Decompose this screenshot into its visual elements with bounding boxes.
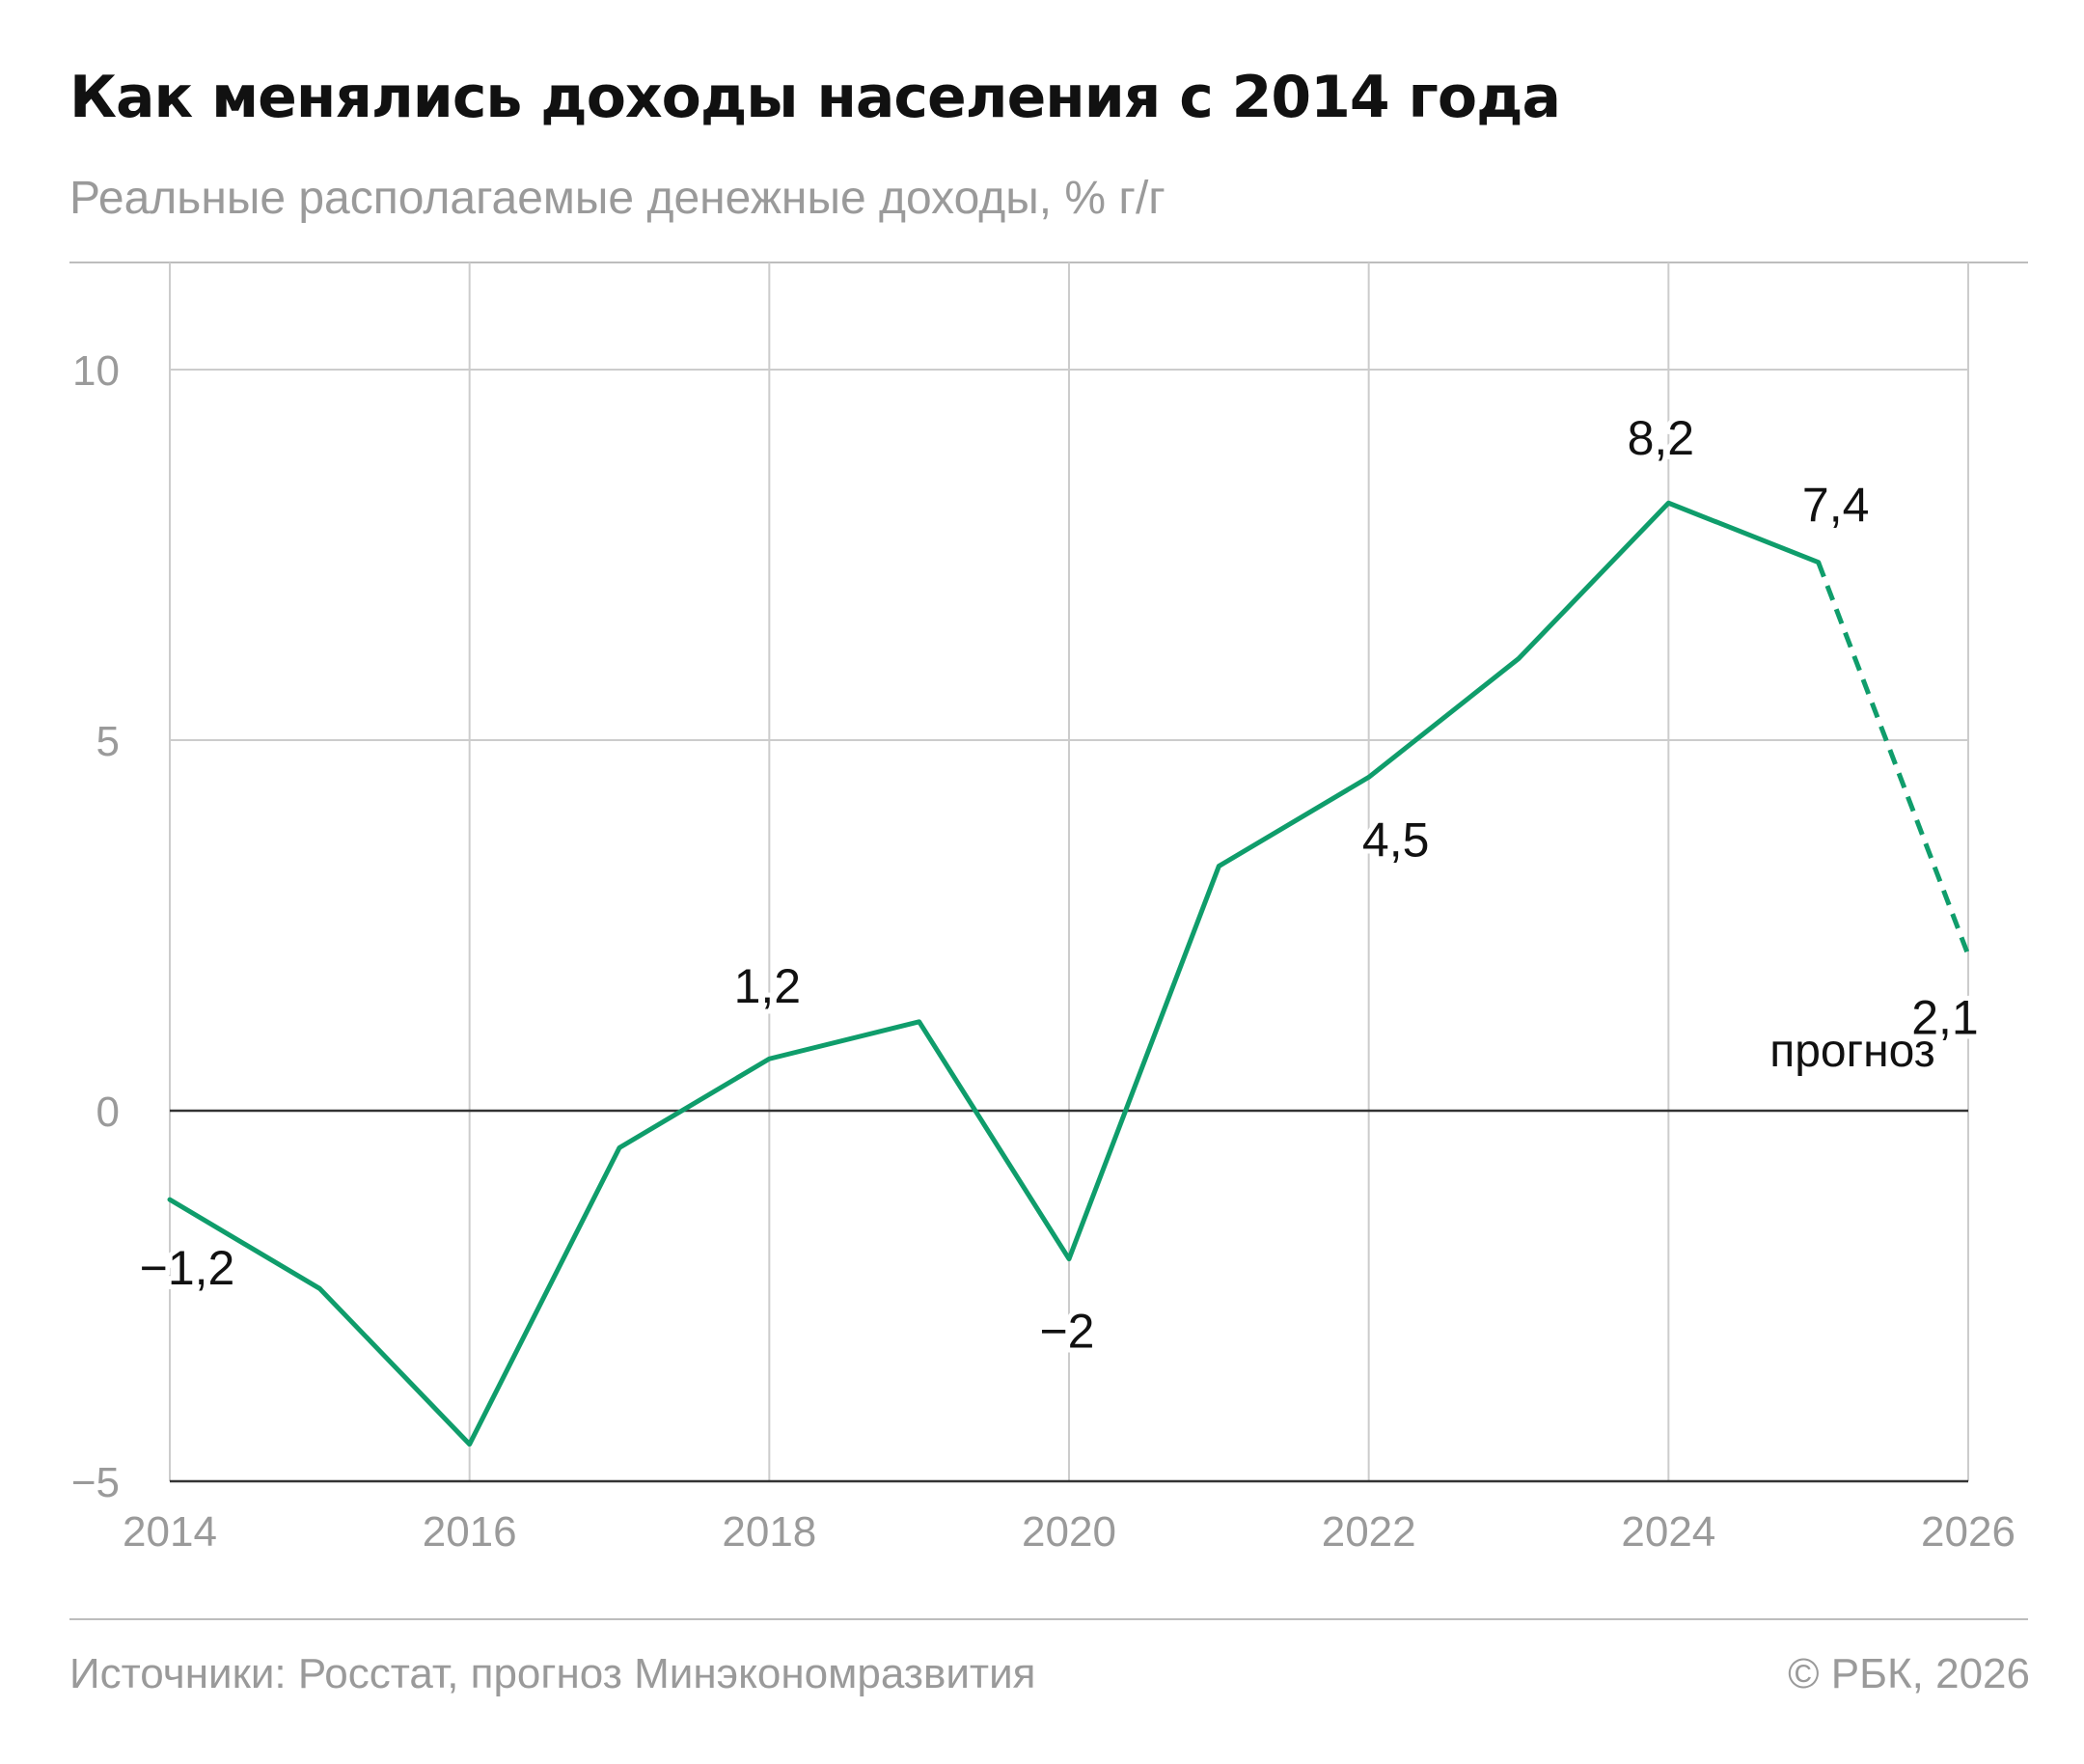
x-tick-label: 2018	[722, 1508, 816, 1556]
data-label: 2,1	[1911, 991, 1979, 1045]
series-layer	[167, 500, 1971, 1447]
forecast-annotation: прогноз	[1769, 1026, 1935, 1077]
chart-title: Как менялись доходы населения с 2014 год…	[69, 64, 1561, 131]
data-label-halo: −2	[1039, 1305, 1094, 1359]
data-label-halo: 8,2	[1628, 411, 1695, 465]
x-tick-label: 2016	[423, 1508, 517, 1556]
grid-layer	[69, 262, 2028, 1620]
data-label: 8,2	[1628, 411, 1695, 465]
x-tick-label: 2022	[1322, 1508, 1416, 1556]
y-tick-label: 5	[96, 718, 120, 765]
x-tick-label: 2026	[1921, 1508, 2015, 1556]
x-tick-label: 2014	[123, 1508, 217, 1556]
label-layer: −1,2−1,21,21,2−2−24,54,58,28,27,47,42,12…	[135, 406, 1984, 1363]
data-label: −2	[1039, 1305, 1094, 1359]
data-label: 7,4	[1802, 479, 1870, 533]
x-tick-label: 2024	[1621, 1508, 1715, 1556]
income-series-line	[167, 500, 1822, 1447]
data-label-halo: 2,1	[1911, 991, 1979, 1045]
forecast-annotation-halo: прогноз	[1769, 1026, 1935, 1077]
y-tick-label: 10	[72, 347, 120, 395]
y-tick-label: −5	[71, 1459, 120, 1506]
data-label-halo: −1,2	[140, 1241, 235, 1295]
data-label: 1,2	[734, 959, 802, 1013]
chart-subtitle: Реальные располагаемые денежные доходы, …	[69, 173, 1165, 224]
copyright-note: © РБК, 2026	[1788, 1650, 2030, 1697]
data-label: 4,5	[1362, 813, 1430, 867]
source-note: Источники: Росстат, прогноз Минэкономраз…	[69, 1650, 1036, 1697]
data-label-halo: 1,2	[734, 959, 802, 1013]
data-label: −1,2	[140, 1241, 235, 1295]
y-tick-label: 0	[96, 1089, 120, 1136]
x-tick-label: 2020	[1022, 1508, 1116, 1556]
data-label-halo: 7,4	[1802, 479, 1870, 533]
axis-layer: −5 0 5 10 2014 2016 2018 2020 2022 2024 2026	[71, 347, 2015, 1556]
forecast-series-line	[1816, 561, 1971, 956]
data-label-halo: 4,5	[1362, 813, 1430, 867]
